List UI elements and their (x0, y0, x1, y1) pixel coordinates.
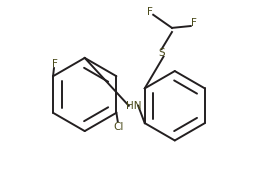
Text: Cl: Cl (113, 122, 123, 132)
Text: F: F (191, 18, 197, 28)
Text: S: S (158, 48, 165, 58)
Text: HN: HN (126, 101, 141, 111)
Text: F: F (147, 7, 153, 17)
Text: F: F (52, 59, 58, 69)
